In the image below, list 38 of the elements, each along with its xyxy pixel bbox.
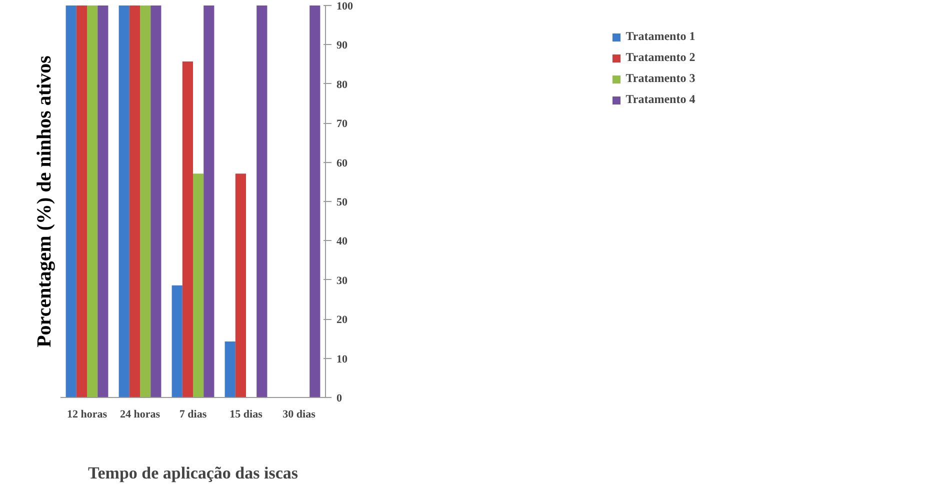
bar	[224, 341, 236, 398]
bar	[140, 6, 151, 398]
y-tick-label: 0	[336, 392, 342, 404]
x-tick-label: 7 dias	[179, 408, 208, 420]
x-tick-label: 15 dias	[230, 408, 264, 420]
y-tick-label: 40	[336, 236, 348, 248]
y-tick-label: 60	[336, 157, 348, 170]
legend-label: Tratamento 2	[626, 50, 696, 65]
bar	[172, 285, 182, 398]
bar	[204, 6, 214, 398]
y-axis-title: Porcentagem (%) de ninhos ativos	[34, 55, 56, 348]
bar	[98, 6, 108, 398]
bar	[310, 6, 320, 398]
y-tick-label: 100	[336, 0, 354, 12]
bar	[66, 6, 76, 398]
bar	[76, 6, 87, 398]
bar	[235, 174, 246, 398]
y-tick-label: 30	[336, 274, 348, 287]
bar	[118, 6, 130, 398]
bar	[129, 6, 140, 398]
y-tick-label: 90	[336, 40, 348, 52]
bar	[182, 62, 193, 398]
y-tick-label: 50	[336, 196, 348, 208]
bar	[150, 6, 162, 398]
y-tick-label: 20	[336, 314, 348, 326]
bar	[256, 6, 268, 398]
y-tick-label: 70	[336, 118, 348, 130]
x-axis-title: Tempo de aplicação das iscas	[88, 464, 298, 482]
y-tick-label: 10	[336, 353, 348, 366]
x-tick-label: 30 dias	[282, 408, 316, 420]
bar	[193, 174, 204, 398]
bar	[87, 6, 98, 398]
legend-label: Tratamento 3	[626, 71, 696, 86]
y-tick-label: 80	[336, 78, 348, 91]
x-tick-label: 24 horas	[120, 408, 161, 420]
x-tick-label: 12 horas	[66, 408, 108, 420]
legend-label: Tratamento 1	[626, 29, 696, 44]
legend-label: Tratamento 4	[626, 92, 696, 107]
